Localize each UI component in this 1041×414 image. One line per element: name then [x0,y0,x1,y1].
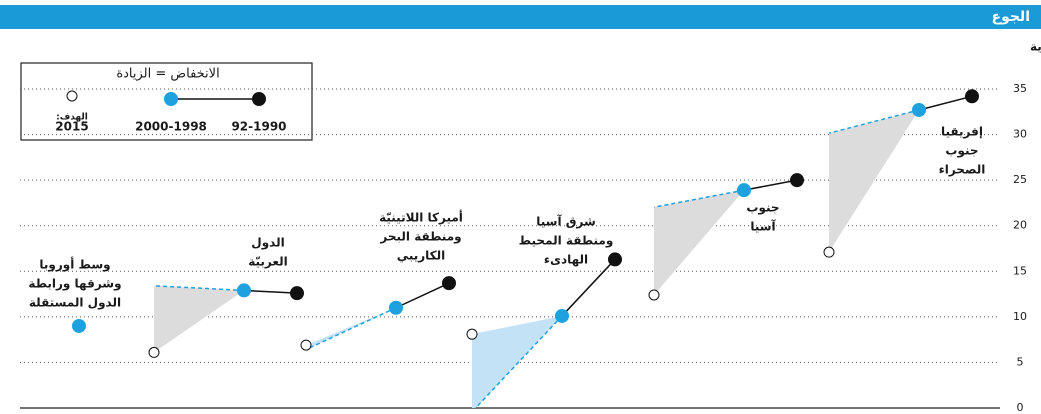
target-marker [148,346,160,358]
data-point [72,318,86,333]
trend-line [918,95,973,111]
chart-subtitle: النسبة المئوية للسكّان الذين يعانون سوء … [1030,37,1041,54]
region-label: الصحراء [939,163,986,177]
plot-area [153,95,973,408]
region-label: الدول المستقلة [29,296,121,311]
legend-period: 2015 [55,120,88,134]
trend-projection [653,189,745,208]
region-label: جنوب [945,144,978,159]
target-marker [648,289,660,301]
region-label: وسط أوروبا [39,257,110,273]
legend-title: الانخفاض = الزيادة [116,67,219,82]
y-tick-label: 25 [1013,173,1027,186]
region-label: الهادىء [544,253,588,267]
chart-title: الجوع [992,9,1031,25]
data-point [237,283,251,298]
region-label: آسيا [750,219,776,234]
region-label: ومنطقة المحيط [519,234,614,249]
target-marker [823,246,835,258]
trend-projection [828,109,920,134]
title-bar [0,5,1041,29]
gap-triangle [154,285,244,353]
data-point [737,183,751,198]
y-tick-label: 20 [1013,219,1027,232]
region-label: شرق آسيا [536,214,596,229]
data-point [912,102,926,117]
trend-line [743,179,798,191]
region-label: وشرقها ورابطة [28,277,121,292]
data-point [389,300,403,315]
region-label: إفريقيا [941,125,983,139]
legend-marker [252,92,266,106]
trend-projection [305,307,397,351]
data-point [965,89,979,104]
data-point [290,286,304,301]
gap-triangle [654,190,744,295]
y-tick-label: 0 [1017,401,1024,414]
trend-projection [153,285,245,292]
target-marker [466,328,478,340]
gap-triangle [472,315,562,408]
trend-line [243,289,298,294]
y-tick-label: 35 [1013,82,1027,95]
y-tick-label: 15 [1013,264,1027,277]
region-label: جنوب [746,201,779,216]
data-point [790,173,804,188]
target-marker [300,339,312,351]
region-label: الدول [251,236,284,251]
trend-line [395,282,450,309]
trend-line [561,258,616,317]
legend-marker [164,92,178,106]
region-label: العربيّة [248,255,288,269]
region-label: أميركا اللاتينيّة [379,210,463,225]
legend-period: 92-1990 [231,120,286,134]
legend-target-label: الهدف: [56,113,88,123]
gap-triangle [829,109,919,253]
trend-projection [474,315,563,408]
y-tick-label: 30 [1013,128,1027,141]
data-point [555,308,569,323]
y-tick-label: 10 [1013,310,1027,323]
region-label: ومنطقة البحر [379,230,461,245]
legend-period: 2000-1998 [135,120,207,134]
legend-marker [66,90,78,102]
data-point [442,276,456,291]
data-point [608,252,622,267]
y-tick-label: 5 [1017,355,1024,368]
region-label: الكاريبي [397,249,446,263]
